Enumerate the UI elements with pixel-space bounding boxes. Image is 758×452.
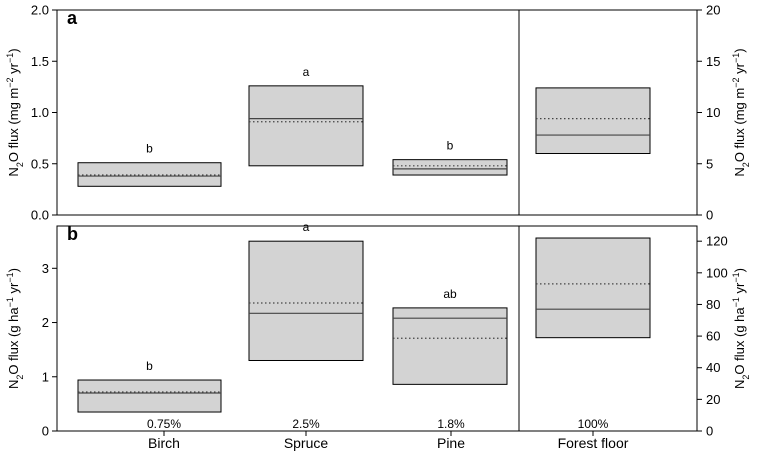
category-label: Spruce xyxy=(284,435,329,451)
y-tick-label: 1.5 xyxy=(31,54,49,69)
percent-label: 0.75% xyxy=(147,417,181,431)
panel-b-ylabel: N2O flux (g ha−1 yr−1) xyxy=(5,268,25,389)
y-tick-label: 0 xyxy=(42,424,49,439)
percent-label: 2.5% xyxy=(292,417,320,431)
panel-b-y2label: N2O flux (g ha−1 yr−1) xyxy=(731,268,751,389)
box-2 xyxy=(392,159,508,176)
panel-b-label: b xyxy=(67,224,78,244)
category-label: Birch xyxy=(148,435,180,451)
category-label: Pine xyxy=(437,435,465,451)
y-tick-label: 0.0 xyxy=(31,208,49,223)
y-tick-label: 2.0 xyxy=(31,3,49,18)
panel-a-ylabel: N2O flux (mg m−2 yr−1) xyxy=(5,48,25,176)
y2-tick-label: 0 xyxy=(706,208,713,223)
y2-tick-label: 40 xyxy=(706,360,720,375)
y-tick-label: 3 xyxy=(42,261,49,276)
box-1 xyxy=(248,85,364,167)
y2-tick-label: 20 xyxy=(706,392,720,407)
y-tick-label: 2 xyxy=(42,315,49,330)
box-0 xyxy=(77,379,222,413)
y2-tick-label: 120 xyxy=(706,234,728,249)
percent-label: 100% xyxy=(578,417,609,431)
significance-label: b xyxy=(146,359,153,373)
y2-tick-label: 0 xyxy=(706,424,713,439)
y-tick-label: 1.0 xyxy=(31,105,49,120)
y2-tick-label: 15 xyxy=(706,54,720,69)
box-2 xyxy=(392,307,508,385)
y2-tick-label: 20 xyxy=(706,3,720,18)
significance-label: a xyxy=(303,65,310,79)
percent-label: 1.8% xyxy=(437,417,465,431)
category-label: Forest floor xyxy=(558,435,629,451)
y2-tick-label: 100 xyxy=(706,265,728,280)
y-tick-label: 0.5 xyxy=(31,156,49,171)
y2-tick-label: 80 xyxy=(706,297,720,312)
box-3 xyxy=(535,87,651,154)
panel-a-label: a xyxy=(67,8,78,28)
panel-a-y2label: N2O flux (mg m−2 yr−1) xyxy=(731,48,751,176)
panel-b-frame xyxy=(56,225,698,432)
y2-tick-label: 5 xyxy=(706,156,713,171)
y2-tick-label: 60 xyxy=(706,329,720,344)
significance-label: a xyxy=(303,220,310,234)
y-tick-label: 1 xyxy=(42,369,49,384)
significance-label: ab xyxy=(443,287,457,301)
significance-label: b xyxy=(146,142,153,156)
box-3 xyxy=(535,237,651,339)
y2-tick-label: 10 xyxy=(706,105,720,120)
significance-label: b xyxy=(447,139,454,153)
box-1 xyxy=(248,240,364,361)
